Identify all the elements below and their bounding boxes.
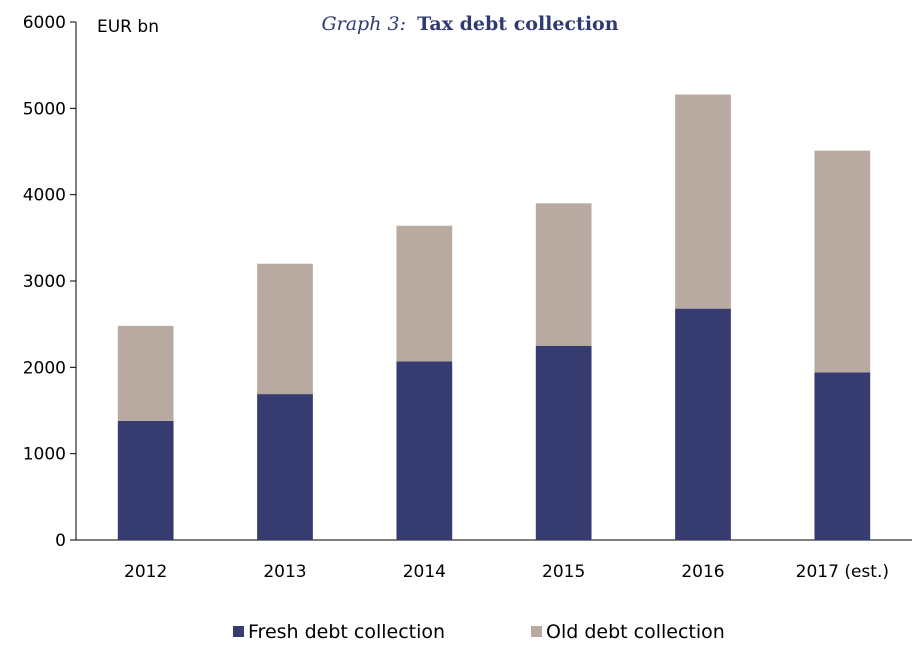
legend-swatch xyxy=(531,626,542,637)
x-tick-label: 2014 xyxy=(403,562,446,582)
legend-item: Fresh debt collection xyxy=(233,621,445,643)
svg-text:Graph 3: Tax debt collec: Graph 3: Tax debt collection xyxy=(321,13,618,35)
y-tick-label: 4000 xyxy=(23,186,66,206)
x-tick-label: 2012 xyxy=(124,562,167,582)
legend-item: Old debt collection xyxy=(531,621,725,643)
bar-fresh-debt xyxy=(117,420,174,540)
x-tick-label: 2017 (est.) xyxy=(796,562,889,582)
y-tick-label: 5000 xyxy=(23,99,66,119)
bar-fresh-debt xyxy=(814,372,871,540)
x-tick-label: 2015 xyxy=(542,562,585,582)
x-tick-label: 2016 xyxy=(681,562,724,582)
legend-label: Old debt collection xyxy=(546,621,725,643)
bar-old-debt xyxy=(675,94,731,309)
bar-fresh-debt xyxy=(257,394,313,540)
y-tick-label: 0 xyxy=(55,531,66,551)
y-tick-label: 6000 xyxy=(23,13,66,33)
x-axis: 2012 2013 2014 2015 2016 2017 (est.) xyxy=(76,539,912,582)
y-axis: 0 1000 2000 3000 4000 5000 6000 xyxy=(23,13,77,551)
chart-title-text: Tax debt collection xyxy=(417,13,619,35)
bar-fresh-debt xyxy=(535,345,592,540)
legend: Fresh debt collection Old debt collection xyxy=(233,621,725,643)
bar-old-debt xyxy=(396,225,453,362)
bar-old-debt xyxy=(257,263,313,395)
y-tick-label: 3000 xyxy=(23,272,66,292)
legend-label: Fresh debt collection xyxy=(248,621,445,643)
y-tick-label: 1000 xyxy=(23,445,66,465)
bar-old-debt xyxy=(535,203,592,346)
bar-fresh-debt xyxy=(396,361,453,540)
bars xyxy=(117,94,871,540)
bar-old-debt xyxy=(117,325,174,421)
bar-old-debt xyxy=(814,150,871,373)
x-tick-label: 2013 xyxy=(263,562,306,582)
chart-title: Graph 3: Tax debt collection xyxy=(321,13,618,35)
y-tick-label: 2000 xyxy=(23,358,66,378)
chart-title-prefix: Graph 3: xyxy=(321,13,406,35)
legend-swatch xyxy=(233,626,244,637)
unit-label: EUR bn xyxy=(97,17,159,37)
bar-fresh-debt xyxy=(675,308,731,540)
